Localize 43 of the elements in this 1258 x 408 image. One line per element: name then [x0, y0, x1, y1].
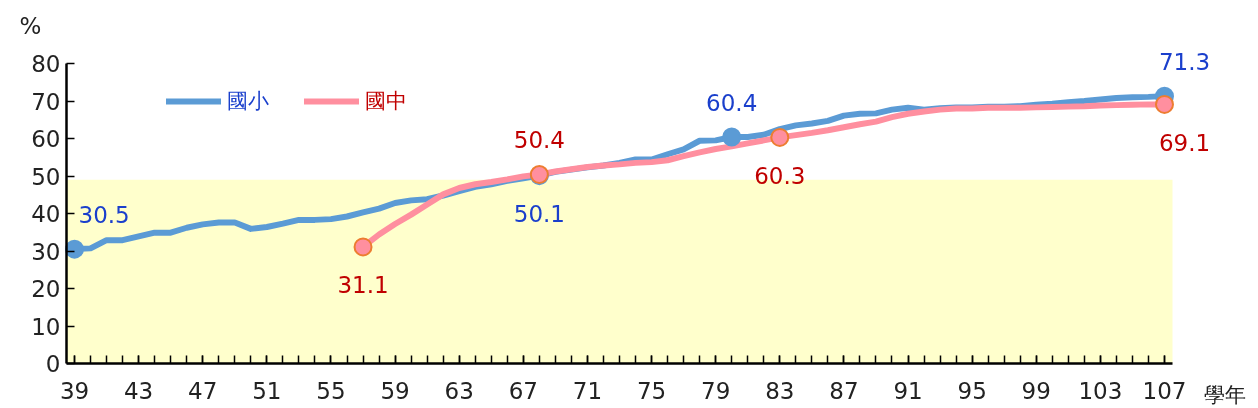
x-tick-label: 91: [893, 377, 923, 404]
x-tick-label: 51: [252, 377, 282, 404]
x-axis-title: 學年: [1203, 382, 1246, 407]
x-tick-label: 71: [572, 377, 603, 404]
x-tick-label: 83: [765, 377, 795, 404]
x-tick-label: 67: [508, 377, 538, 404]
legend-label: 國中: [365, 88, 407, 115]
x-tick-label: 87: [829, 377, 859, 404]
x-tick-label: 63: [444, 377, 474, 404]
data-label: 60.3: [754, 162, 806, 189]
x-tick-label: 55: [316, 377, 346, 404]
point: [770, 127, 790, 147]
y-tick-label: 60: [31, 126, 61, 152]
x-tick-label: 59: [380, 377, 410, 404]
x-tick-label: 43: [124, 377, 154, 404]
point: [722, 127, 742, 147]
x-tick-label: 39: [59, 377, 90, 404]
data-label: 60.4: [706, 89, 758, 116]
x-tick-label: 107: [1142, 377, 1187, 404]
y-tick-label: 30: [31, 238, 61, 265]
y-tick-label: 80: [31, 51, 61, 77]
y-tick-label: 40: [31, 201, 61, 227]
y-tick-label: 20: [31, 276, 61, 302]
y-tick-label: 70: [31, 88, 61, 115]
x-tick-label: 95: [957, 377, 987, 404]
x-tick-label: 79: [701, 377, 731, 404]
x-tick-label: 103: [1078, 377, 1123, 404]
point: [1154, 94, 1174, 114]
y-axis-title: %: [19, 12, 42, 39]
data-label: 71.3: [1158, 48, 1211, 75]
y-tick-label: 0: [45, 351, 61, 377]
x-tick-label: 99: [1021, 377, 1051, 404]
y-tick-label: 10: [31, 313, 61, 340]
point: [353, 237, 373, 257]
data-label: 30.5: [78, 201, 130, 228]
x-tick-label: 75: [636, 377, 667, 404]
data-label: 50.4: [513, 127, 565, 153]
data-label: 31.1: [337, 272, 389, 299]
data-label: 50.1: [513, 201, 565, 228]
data-label: 69.1: [1158, 129, 1211, 156]
y-tick-label: 50: [31, 163, 61, 190]
legend-label: 國小: [227, 88, 269, 115]
x-tick-label: 47: [188, 377, 218, 404]
